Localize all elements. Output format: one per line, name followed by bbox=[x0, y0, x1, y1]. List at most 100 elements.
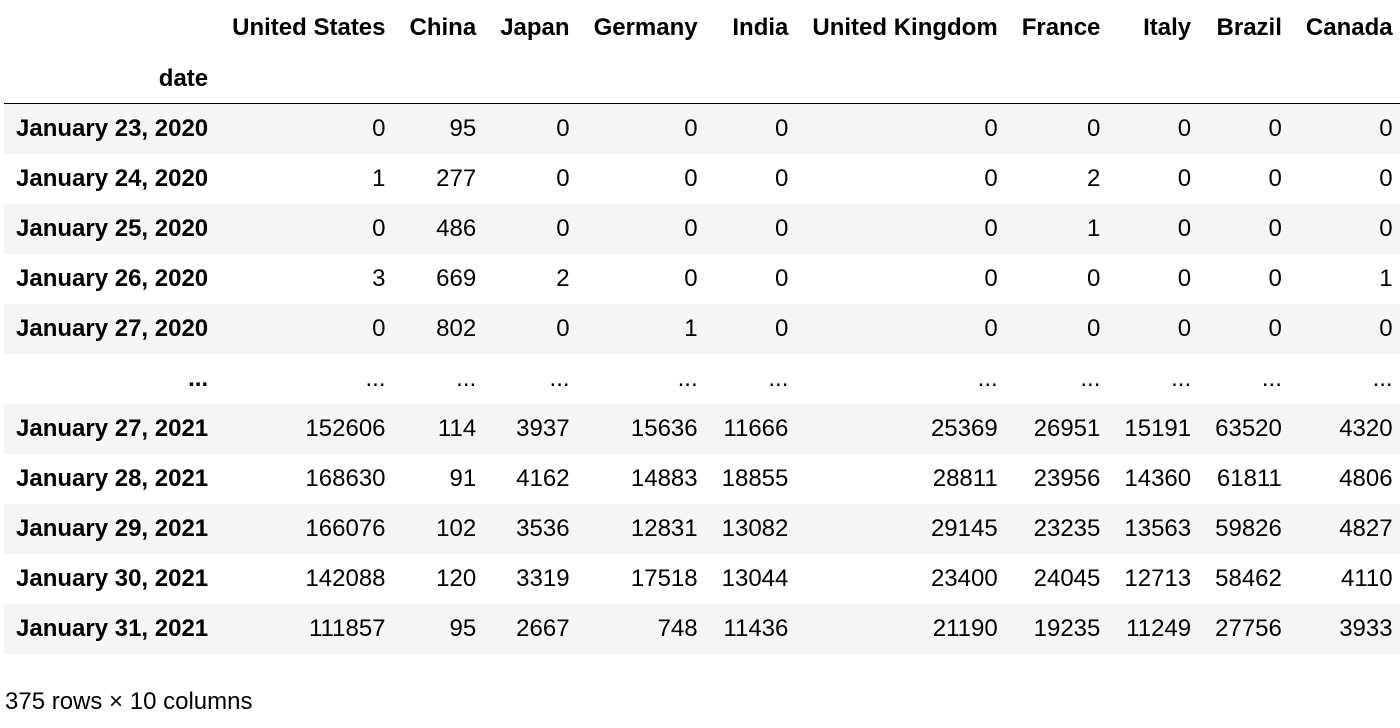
table-cell: 4162 bbox=[516, 465, 570, 492]
table-cell: 23400 bbox=[930, 565, 998, 592]
table-cell: 486 bbox=[436, 215, 477, 242]
table-row: January 27, 2020 0 802 0 1 0 0 0 0 0 0 bbox=[4, 304, 1400, 354]
index-name-spacer bbox=[1293, 55, 1400, 104]
table-cell: 0 bbox=[1268, 165, 1282, 192]
table-cell: 0 bbox=[556, 215, 570, 242]
table-cell: 3319 bbox=[516, 565, 570, 592]
dataframe-shape: 375 rows × 10 columns bbox=[5, 688, 253, 715]
table-cell: 0 bbox=[984, 115, 998, 142]
table-cell: 0 bbox=[1087, 115, 1101, 142]
row-index: January 29, 2021 bbox=[16, 515, 209, 542]
index-name: date bbox=[4, 55, 221, 104]
table-cell: 0 bbox=[775, 265, 789, 292]
table-row: January 27, 2021 152606 114 3937 15636 11666 2… bbox=[4, 404, 1400, 454]
table-cell: 26951 bbox=[1033, 415, 1101, 442]
table-cell: ... bbox=[365, 365, 386, 392]
table-cell: ... bbox=[768, 365, 789, 392]
row-index: January 25, 2020 bbox=[16, 215, 209, 242]
table-row: January 25, 2020 0 486 0 0 0 0 1 0 0 0 bbox=[4, 204, 1400, 254]
table-cell: 15191 bbox=[1124, 415, 1192, 442]
row-index: January 27, 2021 bbox=[16, 415, 209, 442]
table-cell: 63520 bbox=[1215, 415, 1282, 442]
table-cell: 4827 bbox=[1339, 515, 1393, 542]
table-cell: 111857 bbox=[308, 615, 386, 642]
table-row: January 28, 2021 168630 91 4162 14883 18855 28… bbox=[4, 454, 1400, 504]
table-cell: 3 bbox=[372, 265, 386, 292]
row-index: ... bbox=[188, 365, 209, 392]
column-header: United Kingdom bbox=[812, 13, 998, 41]
column-header-row: United States China Japan Germany India Unite… bbox=[4, 0, 1400, 55]
table-cell: 12831 bbox=[630, 515, 698, 542]
table-cell: 0 bbox=[984, 315, 998, 342]
index-name-spacer bbox=[800, 55, 1010, 104]
table-cell: 152606 bbox=[305, 415, 386, 442]
table-cell: 0 bbox=[775, 115, 789, 142]
table-cell: 18855 bbox=[721, 465, 789, 492]
table-cell: 0 bbox=[556, 165, 570, 192]
table-cell: 277 bbox=[436, 165, 477, 192]
table-cell: 95 bbox=[449, 115, 477, 142]
table-cell: 59826 bbox=[1215, 515, 1282, 542]
table-cell: 23235 bbox=[1033, 515, 1101, 542]
table-cell: 102 bbox=[436, 515, 477, 542]
table-cell: 0 bbox=[1379, 215, 1393, 242]
table-cell: 166076 bbox=[305, 515, 386, 542]
table-cell: 0 bbox=[1177, 115, 1192, 142]
table-cell: 0 bbox=[556, 315, 570, 342]
table-cell: 14883 bbox=[630, 465, 698, 492]
table-cell: 11249 bbox=[1126, 615, 1192, 642]
index-name-spacer bbox=[1112, 55, 1204, 104]
table-cell: 3536 bbox=[516, 515, 570, 542]
table-cell: 11436 bbox=[723, 615, 789, 642]
dataframe-table: United States China Japan Germany India Unite… bbox=[4, 0, 1400, 654]
table-cell: 28811 bbox=[932, 465, 998, 492]
table-cell: 27756 bbox=[1215, 615, 1282, 642]
table-cell: 0 bbox=[556, 115, 570, 142]
table-cell: 0 bbox=[775, 315, 789, 342]
table-cell: 13082 bbox=[721, 515, 789, 542]
table-cell: ... bbox=[677, 365, 698, 392]
table-cell: 0 bbox=[775, 165, 789, 192]
table-cell: 19235 bbox=[1033, 615, 1101, 642]
table-cell: 748 bbox=[657, 615, 698, 642]
table-cell: 0 bbox=[684, 115, 698, 142]
table-cell: ... bbox=[549, 365, 570, 392]
column-header: Canada bbox=[1305, 13, 1393, 41]
column-header: China bbox=[409, 13, 477, 41]
table-cell: 2 bbox=[1087, 165, 1101, 192]
table-cell: ... bbox=[1080, 365, 1101, 392]
table-cell: 1 bbox=[1087, 215, 1101, 242]
column-header: France bbox=[1021, 13, 1101, 41]
table-row: January 31, 2021 111857 95 2667 748 11436 2119… bbox=[4, 604, 1400, 654]
table-cell: 0 bbox=[775, 215, 789, 242]
table-cell: 0 bbox=[984, 265, 998, 292]
table-cell: ... bbox=[1171, 365, 1192, 392]
table-cell: 13044 bbox=[721, 565, 789, 592]
index-name-spacer bbox=[1203, 55, 1294, 104]
table-cell: 0 bbox=[1087, 315, 1101, 342]
table-cell: 21190 bbox=[932, 615, 998, 642]
table-cell: ... bbox=[1372, 365, 1393, 392]
table-cell: 0 bbox=[372, 115, 386, 142]
column-header: Japan bbox=[500, 13, 570, 41]
row-index: January 26, 2020 bbox=[16, 265, 209, 292]
index-name-spacer bbox=[488, 55, 582, 104]
table-cell: 1 bbox=[1379, 265, 1393, 292]
table-row: January 30, 2021 142088 120 3319 17518 13044 2… bbox=[4, 554, 1400, 604]
table-cell: 120 bbox=[436, 565, 477, 592]
row-index: January 30, 2021 bbox=[16, 565, 209, 592]
table-cell: 1 bbox=[684, 315, 698, 342]
table-cell: 95 bbox=[449, 615, 477, 642]
table-cell: 168630 bbox=[305, 465, 386, 492]
table-cell: 61811 bbox=[1216, 465, 1282, 492]
table-cell: 142088 bbox=[305, 565, 386, 592]
table-cell: 13563 bbox=[1124, 515, 1192, 542]
table-row: January 26, 2020 3 669 2 0 0 0 0 0 0 1 bbox=[4, 254, 1400, 304]
table-cell: 29145 bbox=[930, 515, 998, 542]
table-cell: 4110 bbox=[1340, 565, 1393, 592]
row-index: January 23, 2020 bbox=[16, 115, 209, 142]
index-name-spacer bbox=[709, 55, 801, 104]
index-name-spacer bbox=[581, 55, 710, 104]
table-cell: 17518 bbox=[630, 565, 698, 592]
table-cell: 802 bbox=[436, 315, 477, 342]
